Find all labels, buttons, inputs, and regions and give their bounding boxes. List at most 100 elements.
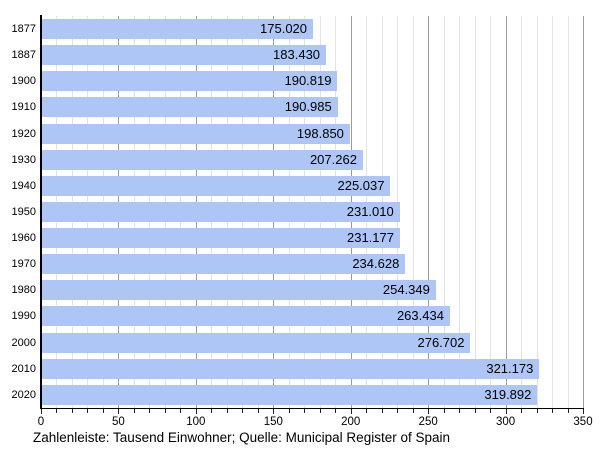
x-axis-minor-tick: [474, 409, 476, 413]
bar: 175.020: [42, 19, 314, 39]
y-axis-label: 1940: [11, 179, 36, 192]
gridline-minor: [552, 16, 554, 408]
bar: 254.349: [42, 280, 436, 301]
x-axis-minor-tick: [242, 409, 244, 413]
x-axis-minor-tick: [71, 409, 73, 413]
x-axis-major-tick: [118, 409, 120, 414]
x-axis-tick-label: 200: [341, 416, 361, 428]
bar-value-label: 321.173: [486, 360, 534, 376]
y-axis-label: 1920: [11, 127, 36, 140]
bar-value-label: 231.010: [346, 203, 394, 219]
gridline-minor: [536, 16, 538, 408]
bar: 234.628: [42, 254, 406, 275]
x-axis-minor-tick: [288, 409, 290, 413]
x-axis-minor-tick: [149, 409, 151, 413]
bar: 225.037: [42, 175, 391, 196]
x-axis-minor-tick: [381, 409, 383, 413]
bar-value-label: 190.985: [284, 99, 332, 115]
bar: 319.892: [42, 384, 538, 405]
gridline-major: [583, 16, 584, 408]
x-axis-minor-tick: [211, 409, 213, 413]
y-axis-label: 1877: [11, 23, 36, 35]
x-axis-minor-tick: [443, 409, 445, 413]
x-axis-minor-tick: [412, 409, 414, 413]
y-axis-line: [40, 15, 42, 408]
bar-value-label: 263.434: [396, 308, 444, 324]
gridline-minor: [459, 16, 461, 408]
y-axis-label: 1900: [11, 75, 36, 88]
bar: 231.010: [42, 201, 400, 222]
x-axis-minor-tick: [490, 409, 492, 413]
y-axis-label: 1970: [11, 258, 36, 271]
x-axis-tick-label: 350: [573, 416, 593, 428]
x-axis-minor-tick: [133, 409, 135, 413]
y-axis-label: 1950: [11, 205, 36, 218]
gridline-major: [428, 16, 430, 408]
x-axis-minor-tick: [180, 409, 182, 413]
x-axis-minor-tick: [304, 409, 306, 413]
gridline-minor: [474, 16, 476, 408]
x-axis-minor-tick: [257, 409, 259, 413]
bar: 190.985: [42, 97, 338, 118]
bar: 198.850: [42, 123, 350, 144]
bar-value-label: 225.037: [337, 177, 385, 193]
bar-value-label: 190.819: [284, 73, 332, 89]
y-axis-label: 2000: [11, 336, 36, 349]
bar: 276.702: [42, 332, 471, 353]
bar-value-label: 183.430: [273, 47, 321, 63]
x-axis-tick-label: 0: [37, 416, 45, 428]
x-axis-tick-label: 300: [495, 416, 516, 428]
x-axis-major-tick: [583, 409, 584, 414]
x-axis-minor-tick: [397, 409, 399, 413]
bar: 321.173: [42, 358, 540, 379]
y-axis-label: 1980: [11, 284, 36, 297]
y-axis-label: 1990: [11, 310, 36, 323]
gridline-minor: [521, 16, 523, 408]
x-axis-major-tick: [350, 409, 352, 414]
x-axis-tick-label: 100: [186, 416, 206, 428]
x-axis-tick-label: 150: [263, 416, 283, 428]
x-axis-minor-tick: [164, 409, 166, 413]
x-axis-minor-tick: [102, 409, 104, 413]
x-axis-minor-tick: [552, 409, 554, 413]
x-axis-minor-tick: [366, 409, 368, 413]
bar: 183.430: [42, 45, 327, 66]
y-axis-label: 1910: [11, 101, 36, 114]
x-axis-minor-tick: [459, 409, 461, 413]
bar-value-label: 319.892: [484, 386, 532, 402]
y-axis-label: 1960: [11, 232, 36, 245]
bar-value-label: 234.628: [352, 256, 400, 272]
y-axis-label: 2020: [11, 388, 36, 401]
bar: 190.819: [42, 71, 338, 92]
bar-value-label: 175.020: [260, 21, 308, 36]
y-axis-label: 2010: [11, 362, 36, 375]
x-axis-major-tick: [505, 409, 507, 414]
x-axis-tick-label: 250: [418, 416, 438, 428]
bar-value-label: 198.850: [296, 125, 344, 141]
bar: 231.177: [42, 228, 400, 249]
x-axis-minor-tick: [226, 409, 228, 413]
x-axis-minor-tick: [567, 409, 569, 413]
x-axis-major-tick: [273, 409, 275, 414]
x-axis-major-tick: [428, 409, 430, 414]
x-axis-minor-tick: [335, 409, 337, 413]
y-axis-label: 1930: [11, 153, 36, 166]
gridline-minor: [490, 16, 492, 408]
x-axis-minor-tick: [521, 409, 523, 413]
bar-value-label: 207.262: [309, 151, 357, 167]
gridline-minor: [412, 16, 414, 408]
bar: 207.262: [42, 149, 363, 170]
gridline-minor: [443, 16, 445, 408]
bar-value-label: 254.349: [382, 282, 430, 298]
x-axis-minor-tick: [536, 409, 538, 413]
x-axis-minor-tick: [87, 409, 89, 413]
gridline-minor: [567, 16, 569, 408]
x-axis-major-tick: [41, 409, 42, 414]
x-axis-major-tick: [195, 409, 197, 414]
chart-caption: Zahlenleiste: Tausend Einwohner; Quelle:…: [33, 430, 450, 445]
x-axis-minor-tick: [56, 409, 58, 413]
x-axis-line: [40, 408, 584, 409]
gridline-major: [505, 16, 507, 408]
bar-value-label: 276.702: [417, 334, 465, 350]
